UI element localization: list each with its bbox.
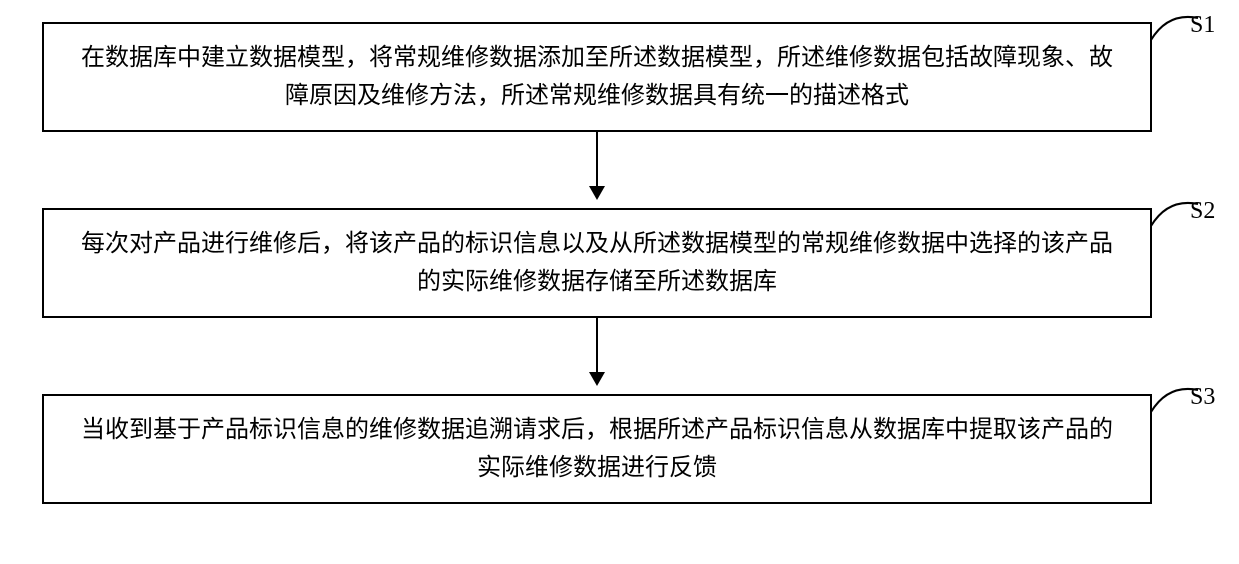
step-box-s1: 在数据库中建立数据模型，将常规维修数据添加至所述数据模型，所述维修数据包括故障现… xyxy=(42,22,1152,132)
arrow-s2-s3 xyxy=(596,318,598,384)
step-box-s3: 当收到基于产品标识信息的维修数据追溯请求后，根据所述产品标识信息从数据库中提取该… xyxy=(42,394,1152,504)
step-text-s3: 当收到基于产品标识信息的维修数据追溯请求后，根据所述产品标识信息从数据库中提取该… xyxy=(74,411,1120,488)
flowchart-container: 在数据库中建立数据模型，将常规维修数据添加至所述数据模型，所述维修数据包括故障现… xyxy=(0,0,1239,564)
step-text-s2: 每次对产品进行维修后，将该产品的标识信息以及从所述数据模型的常规维修数据中选择的… xyxy=(74,225,1120,302)
step-label-s2: S2 xyxy=(1190,198,1215,225)
arrow-s1-s2 xyxy=(596,132,598,198)
step-label-s1: S1 xyxy=(1190,12,1215,39)
step-text-s1: 在数据库中建立数据模型，将常规维修数据添加至所述数据模型，所述维修数据包括故障现… xyxy=(74,39,1120,116)
step-box-s2: 每次对产品进行维修后，将该产品的标识信息以及从所述数据模型的常规维修数据中选择的… xyxy=(42,208,1152,318)
step-label-s3: S3 xyxy=(1190,384,1215,411)
